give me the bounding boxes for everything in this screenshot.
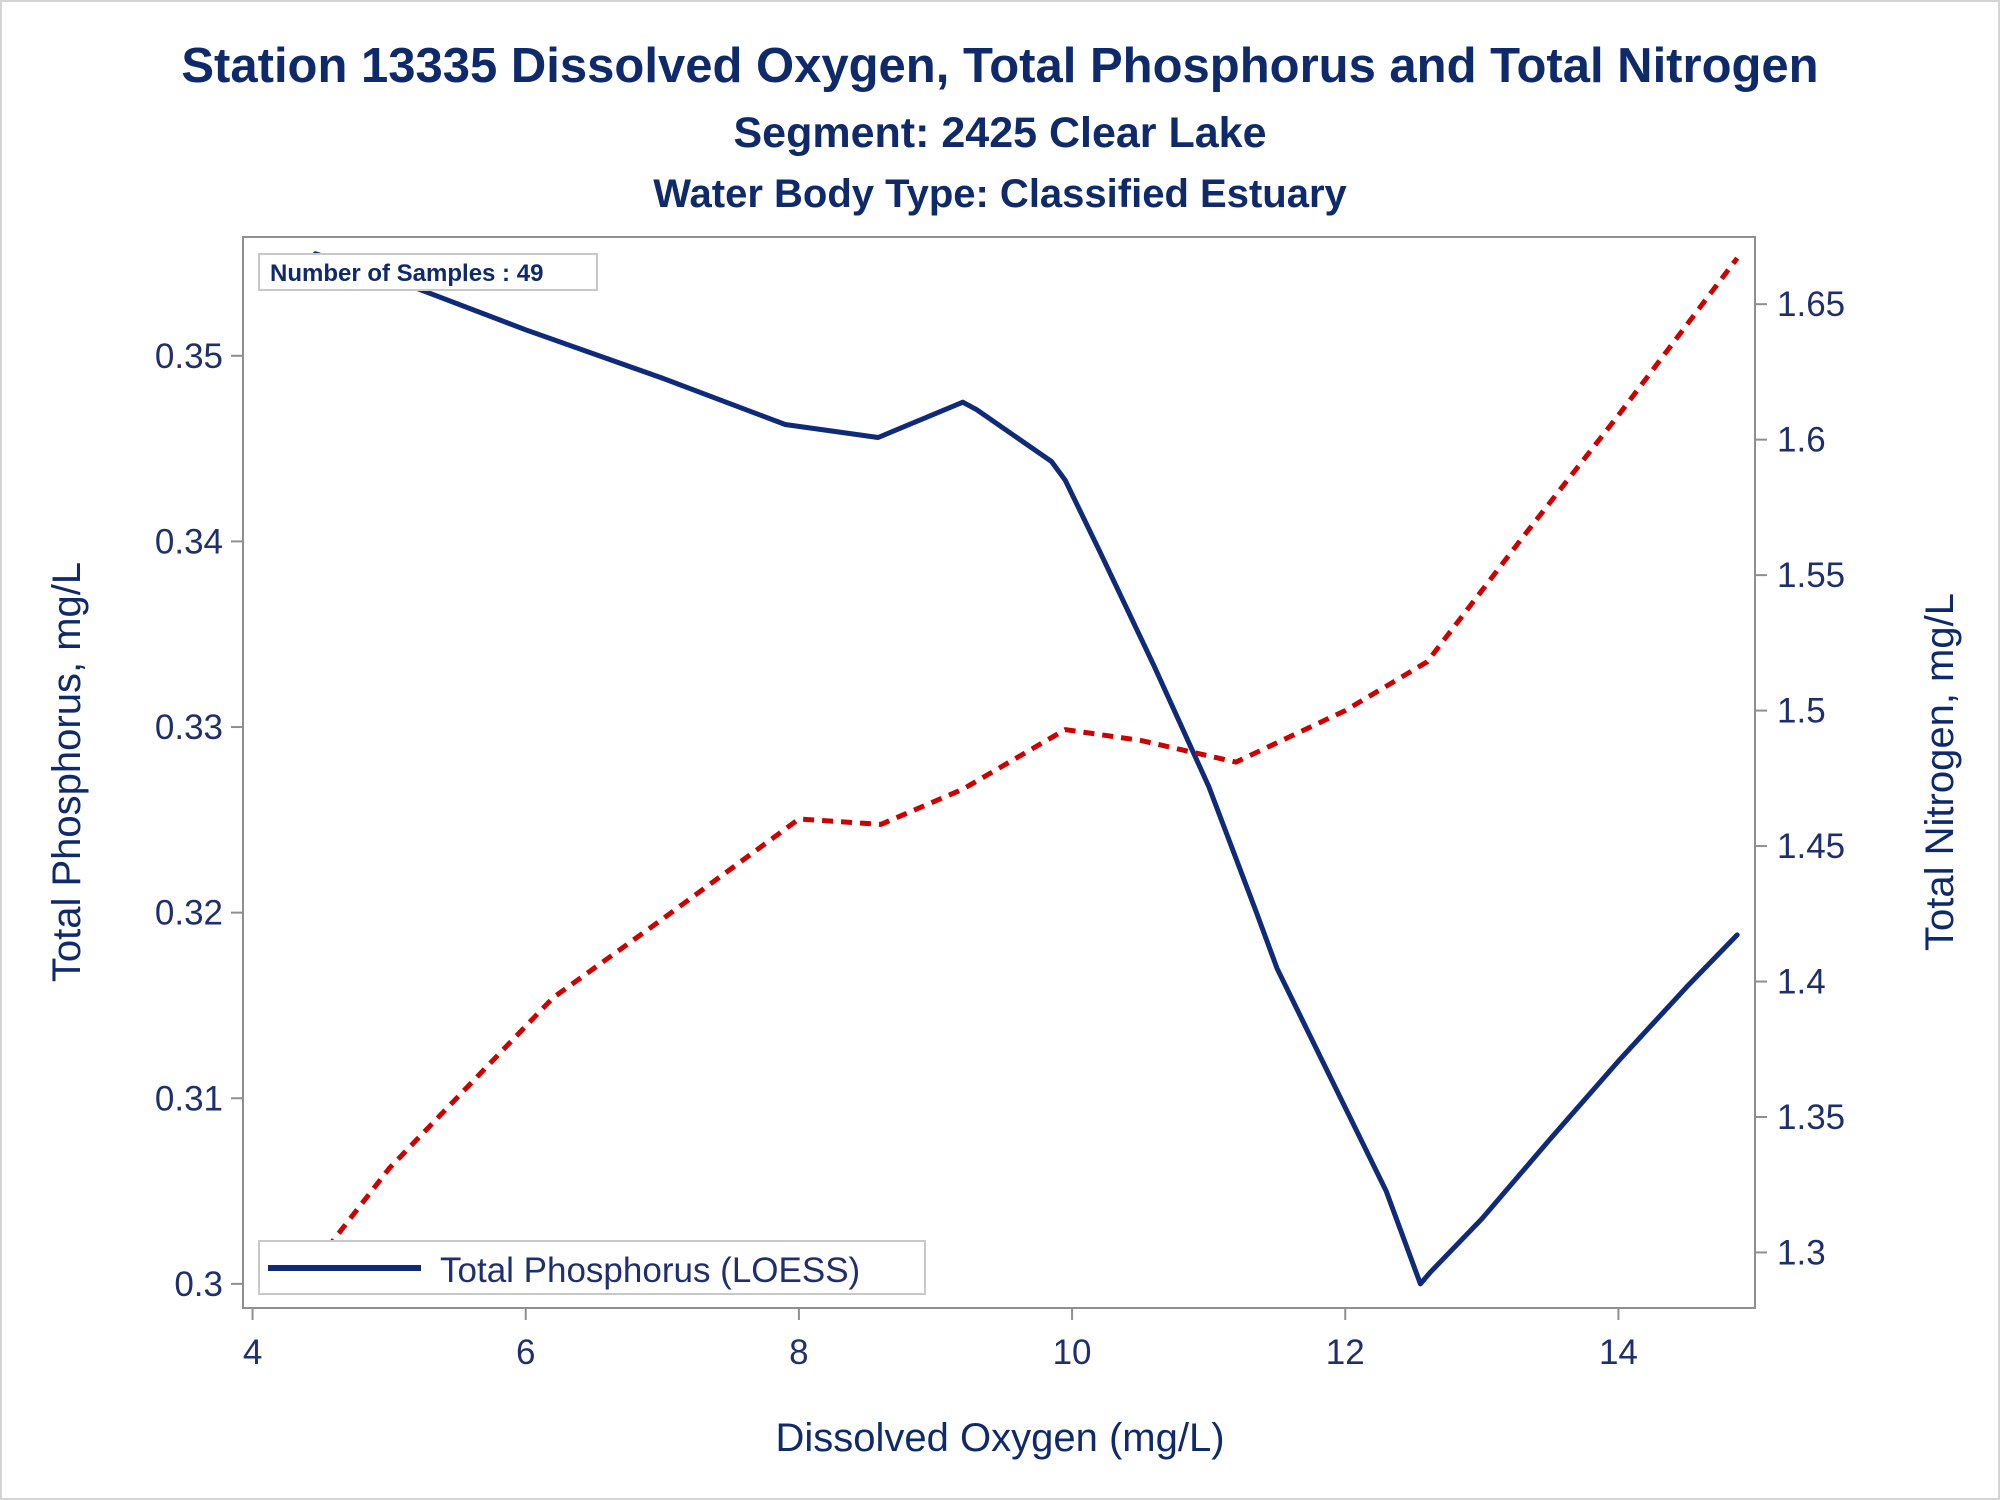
series-layer [312,251,1740,1287]
legend-label: Total Phosphorus (LOESS) [440,1251,860,1290]
x-tick-label: 14 [1599,1333,1638,1372]
chart-title: Station 13335 Dissolved Oxygen, Total Ph… [181,39,1818,93]
y2-tick-label: 1.65 [1777,285,1845,324]
y-tick-label: 0.33 [155,708,223,747]
sample-count-annotation: Number of Samples : 49 [258,253,598,291]
x-axis: 4 6 8 10 12 14 [243,1308,1638,1372]
total-nitrogen-line [313,256,1740,1265]
y2-tick-label: 1.55 [1777,556,1845,595]
sample-count-box [258,253,598,291]
y-axis-right: 1.3 1.35 1.4 1.45 1.5 1.55 1.6 1.65 [1755,285,1845,1272]
total-phosphorus-line [312,251,1740,1287]
y2-axis-label: Total Nitrogen, mg/L [1918,593,1962,951]
y-tick-label: 0.35 [155,337,223,376]
y-axis-left: 0.3 0.31 0.32 0.33 0.34 0.35 [155,337,243,1304]
y-axis-label: Total Phosphorus, mg/L [45,562,89,982]
y2-tick-label: 1.6 [1777,421,1826,460]
y2-tick-label: 1.45 [1777,827,1845,866]
sample-count-text: Number of Samples : 49 [270,260,543,287]
y-tick-label: 0.32 [155,894,223,933]
chart-subtitle: Segment: 2425 Clear Lake [734,109,1267,157]
x-axis-label: Dissolved Oxygen (mg/L) [775,1416,1224,1460]
y-tick-label: 0.34 [155,522,223,561]
chart-subtitle-water-body: Water Body Type: Classified Estuary [653,172,1347,216]
x-tick-label: 10 [1053,1333,1092,1372]
y-tick-label: 0.31 [155,1079,223,1118]
x-tick-label: 6 [516,1333,535,1372]
y-tick-label: 0.3 [174,1265,223,1304]
y2-tick-label: 1.35 [1777,1098,1845,1137]
x-tick-label: 12 [1326,1333,1365,1372]
y2-tick-label: 1.4 [1777,963,1826,1002]
x-tick-label: 4 [243,1333,262,1372]
y2-tick-label: 1.5 [1777,692,1826,731]
y2-tick-label: 1.3 [1777,1233,1826,1272]
legend: Total Phosphorus (LOESS) [258,1240,926,1295]
plot-area [242,236,1756,1309]
x-tick-label: 8 [789,1333,808,1372]
